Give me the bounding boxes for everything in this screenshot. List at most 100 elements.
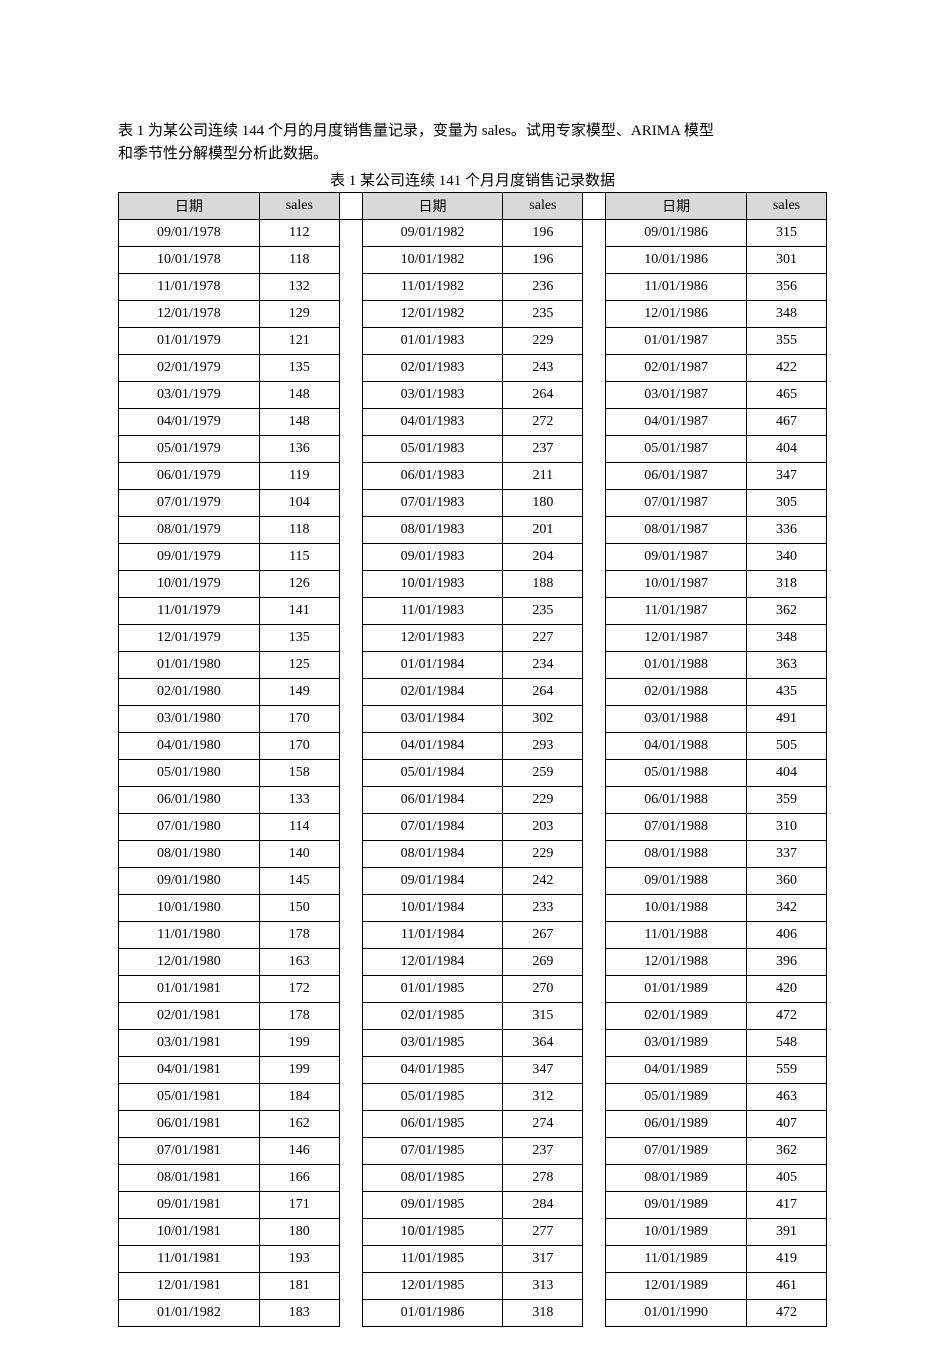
cell-sales: 235 xyxy=(503,301,583,328)
cell-sales: 135 xyxy=(259,625,339,652)
cell-date: 10/01/1987 xyxy=(606,571,747,598)
cell-date: 07/01/1979 xyxy=(119,490,260,517)
cell-sales: 420 xyxy=(747,976,827,1003)
cell-date: 02/01/1987 xyxy=(606,355,747,382)
cell-date: 06/01/1984 xyxy=(362,787,503,814)
table-row: 05/01/198015805/01/198425905/01/1988404 xyxy=(119,760,827,787)
cell-gap xyxy=(339,787,362,814)
cell-sales: 293 xyxy=(503,733,583,760)
cell-date: 07/01/1983 xyxy=(362,490,503,517)
cell-date: 05/01/1985 xyxy=(362,1084,503,1111)
cell-sales: 140 xyxy=(259,841,339,868)
cell-sales: 148 xyxy=(259,382,339,409)
cell-date: 07/01/1989 xyxy=(606,1138,747,1165)
cell-gap xyxy=(339,1138,362,1165)
cell-gap xyxy=(339,355,362,382)
cell-gap xyxy=(583,1273,606,1300)
cell-date: 03/01/1984 xyxy=(362,706,503,733)
col-header-date: 日期 xyxy=(362,193,503,220)
cell-gap xyxy=(583,814,606,841)
cell-gap xyxy=(339,490,362,517)
cell-gap xyxy=(583,922,606,949)
cell-date: 11/01/1985 xyxy=(362,1246,503,1273)
cell-sales: 360 xyxy=(747,868,827,895)
cell-gap xyxy=(339,274,362,301)
cell-sales: 181 xyxy=(259,1273,339,1300)
cell-gap xyxy=(339,1030,362,1057)
cell-date: 10/01/1981 xyxy=(119,1219,260,1246)
cell-gap xyxy=(339,1003,362,1030)
cell-date: 02/01/1983 xyxy=(362,355,503,382)
cell-gap xyxy=(583,1165,606,1192)
cell-gap xyxy=(583,841,606,868)
cell-sales: 196 xyxy=(503,247,583,274)
cell-date: 05/01/1989 xyxy=(606,1084,747,1111)
intro-line-2: 和季节性分解模型分析此数据。 xyxy=(118,146,328,162)
cell-date: 12/01/1983 xyxy=(362,625,503,652)
cell-sales: 104 xyxy=(259,490,339,517)
cell-date: 11/01/1986 xyxy=(606,274,747,301)
cell-gap xyxy=(583,1192,606,1219)
cell-sales: 234 xyxy=(503,652,583,679)
cell-sales: 243 xyxy=(503,355,583,382)
cell-gap xyxy=(583,976,606,1003)
col-header-sales: sales xyxy=(747,193,827,220)
cell-sales: 472 xyxy=(747,1300,827,1327)
cell-date: 07/01/1988 xyxy=(606,814,747,841)
cell-date: 09/01/1985 xyxy=(362,1192,503,1219)
cell-sales: 356 xyxy=(747,274,827,301)
cell-gap xyxy=(339,436,362,463)
cell-date: 09/01/1979 xyxy=(119,544,260,571)
cell-date: 04/01/1983 xyxy=(362,409,503,436)
cell-gap xyxy=(583,463,606,490)
cell-sales: 112 xyxy=(259,220,339,247)
cell-date: 10/01/1980 xyxy=(119,895,260,922)
cell-date: 11/01/1983 xyxy=(362,598,503,625)
table-row: 12/01/198016312/01/198426912/01/1988396 xyxy=(119,949,827,976)
intro-line-1: 表 1 为某公司连续 144 个月的月度销售量记录，变量为 sales。试用专家… xyxy=(118,123,714,139)
cell-sales: 317 xyxy=(503,1246,583,1273)
table-row: 01/01/198218301/01/198631801/01/1990472 xyxy=(119,1300,827,1327)
cell-sales: 336 xyxy=(747,517,827,544)
cell-sales: 132 xyxy=(259,274,339,301)
cell-gap xyxy=(339,976,362,1003)
cell-sales: 267 xyxy=(503,922,583,949)
table-row: 06/01/198116206/01/198527406/01/1989407 xyxy=(119,1111,827,1138)
cell-sales: 505 xyxy=(747,733,827,760)
cell-date: 08/01/1988 xyxy=(606,841,747,868)
cell-sales: 119 xyxy=(259,463,339,490)
cell-date: 08/01/1983 xyxy=(362,517,503,544)
cell-sales: 559 xyxy=(747,1057,827,1084)
cell-date: 07/01/1987 xyxy=(606,490,747,517)
cell-date: 03/01/1980 xyxy=(119,706,260,733)
document-page: 表 1 为某公司连续 144 个月的月度销售量记录，变量为 sales。试用专家… xyxy=(0,0,945,1367)
cell-gap xyxy=(339,679,362,706)
table-row: 12/01/197913512/01/198322712/01/1987348 xyxy=(119,625,827,652)
cell-sales: 312 xyxy=(503,1084,583,1111)
cell-sales: 236 xyxy=(503,274,583,301)
cell-date: 01/01/1983 xyxy=(362,328,503,355)
cell-sales: 364 xyxy=(503,1030,583,1057)
cell-gap xyxy=(583,1030,606,1057)
cell-gap xyxy=(583,895,606,922)
cell-sales: 184 xyxy=(259,1084,339,1111)
cell-sales: 118 xyxy=(259,247,339,274)
cell-sales: 150 xyxy=(259,895,339,922)
table-row: 01/01/197912101/01/198322901/01/1987355 xyxy=(119,328,827,355)
cell-sales: 199 xyxy=(259,1057,339,1084)
cell-sales: 229 xyxy=(503,328,583,355)
cell-sales: 183 xyxy=(259,1300,339,1327)
cell-gap xyxy=(339,841,362,868)
cell-sales: 229 xyxy=(503,787,583,814)
cell-date: 01/01/1981 xyxy=(119,976,260,1003)
cell-gap xyxy=(339,922,362,949)
table-row: 01/01/198012501/01/198423401/01/1988363 xyxy=(119,652,827,679)
cell-sales: 274 xyxy=(503,1111,583,1138)
cell-date: 02/01/1984 xyxy=(362,679,503,706)
table-row: 03/01/198119903/01/198536403/01/1989548 xyxy=(119,1030,827,1057)
cell-date: 06/01/1979 xyxy=(119,463,260,490)
cell-gap xyxy=(339,1084,362,1111)
cell-gap xyxy=(339,517,362,544)
cell-date: 05/01/1988 xyxy=(606,760,747,787)
cell-gap xyxy=(339,1192,362,1219)
